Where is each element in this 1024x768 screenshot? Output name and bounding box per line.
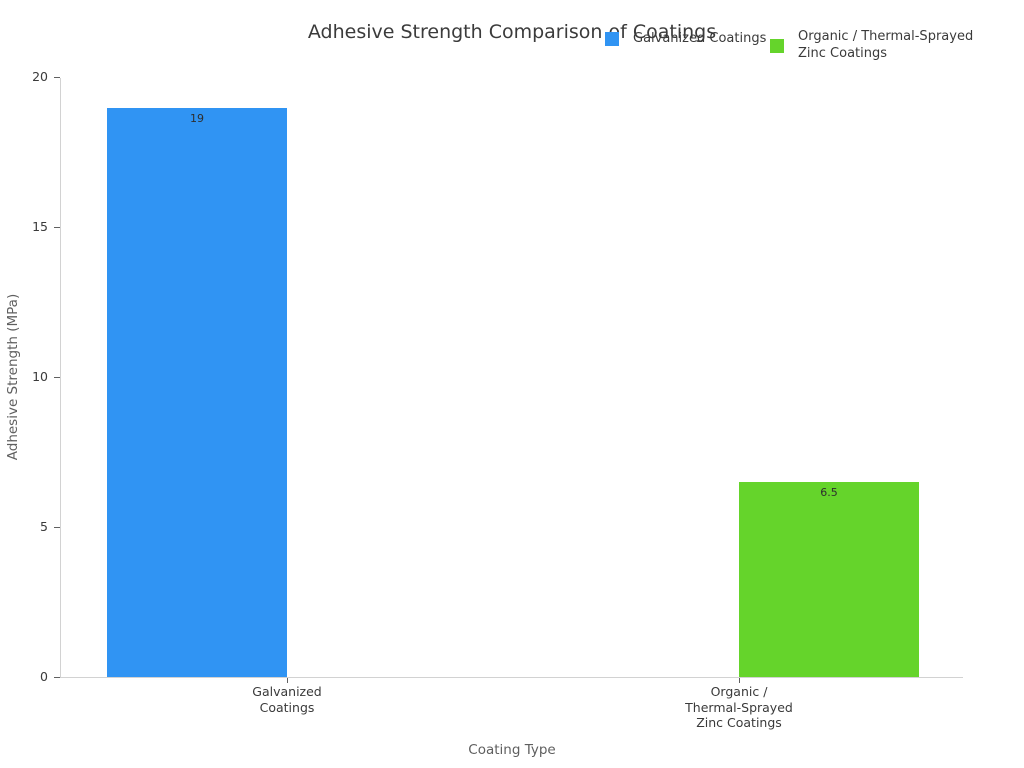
x-axis-title: Coating Type <box>468 742 556 758</box>
legend-item-galvanized: Galvanized Coatings <box>605 30 766 47</box>
x-axis-spine <box>60 677 963 678</box>
legend-swatch-green <box>770 39 784 53</box>
legend-label-line: Organic / Thermal-Sprayed <box>798 29 974 44</box>
y-tick-label: 10 <box>32 369 48 384</box>
x-category-label-galvanized: Galvanized Coatings <box>197 684 377 715</box>
y-tick-mark <box>54 527 60 528</box>
bar-galvanized-coatings: 19 <box>107 108 287 677</box>
y-tick-label: 15 <box>32 219 48 234</box>
y-axis-spine <box>60 78 61 677</box>
legend-label-line: Zinc Coatings <box>798 46 888 61</box>
legend-swatch-blue <box>605 32 619 46</box>
legend-item-organic: Organic / Thermal-Sprayed Zinc Coatings <box>770 28 973 62</box>
category-label-line: Galvanized <box>252 684 322 699</box>
x-category-label-organic: Organic / Thermal-Sprayed Zinc Coatings <box>649 684 829 731</box>
y-tick-label: 0 <box>40 669 48 684</box>
x-tick-mark <box>287 678 288 683</box>
bar-value-label: 19 <box>190 112 204 125</box>
category-label-line: Coatings <box>259 699 315 715</box>
y-tick-mark <box>54 77 60 78</box>
category-label-line: Zinc Coatings <box>696 715 782 730</box>
y-axis-title: Adhesive Strength (MPa) <box>5 293 21 461</box>
legend-label: Galvanized Coatings <box>633 31 767 46</box>
category-label-line: Thermal-Sprayed <box>685 699 793 715</box>
bar-organic-thermal-sprayed-zinc: 6.5 <box>739 482 919 677</box>
bar-value-label: 6.5 <box>820 486 838 499</box>
y-tick-label: 5 <box>40 519 48 534</box>
category-label-line: Organic / <box>710 684 768 699</box>
y-tick-mark <box>54 377 60 378</box>
y-tick-mark <box>54 227 60 228</box>
y-tick-mark <box>54 677 60 678</box>
y-tick-label: 20 <box>32 69 48 84</box>
x-tick-mark <box>739 678 740 683</box>
legend-label: Organic / Thermal-Sprayed Zinc Coatings <box>798 28 973 62</box>
